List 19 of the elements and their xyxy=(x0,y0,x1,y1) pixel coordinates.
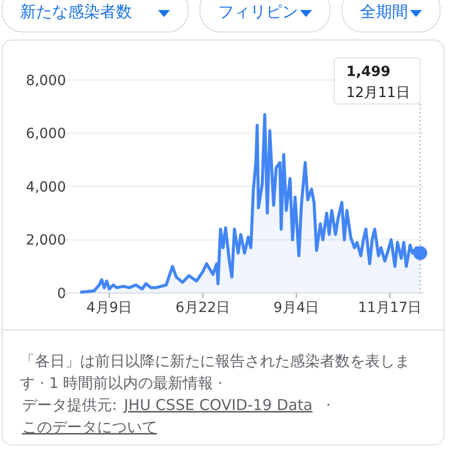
x-tick-label: 6月22日 xyxy=(175,300,230,316)
text: 全期間 xyxy=(360,2,408,21)
y-tick-label: 2,000 xyxy=(26,232,66,249)
x-tick-label: 11月17日 xyxy=(358,300,422,316)
annotation: 12月11日 xyxy=(346,85,410,101)
text: · xyxy=(326,396,331,414)
y-tick-label: 6,000 xyxy=(26,126,66,142)
y-tick-label: 4,000 xyxy=(26,179,66,196)
x-tick-label: 9月4日 xyxy=(273,300,320,316)
y-tick-label: 8,000 xyxy=(26,72,66,89)
y-tick-label: 0 xyxy=(57,286,66,302)
text: データ提供元: xyxy=(22,396,118,414)
text: このデータについて xyxy=(22,418,157,436)
text: 新たな感染者数 xyxy=(20,2,132,21)
text: JHU CSSE COVID-19 Data xyxy=(123,396,313,414)
x-tick-label: 4月9日 xyxy=(86,300,132,316)
text: 「各日」は前日以降に新たに報告された感染者数を表します · 1 時間前以内の最新情報 · xyxy=(20,353,410,392)
annotation: 1,499 xyxy=(346,64,391,80)
text: フィリピン xyxy=(218,2,298,21)
